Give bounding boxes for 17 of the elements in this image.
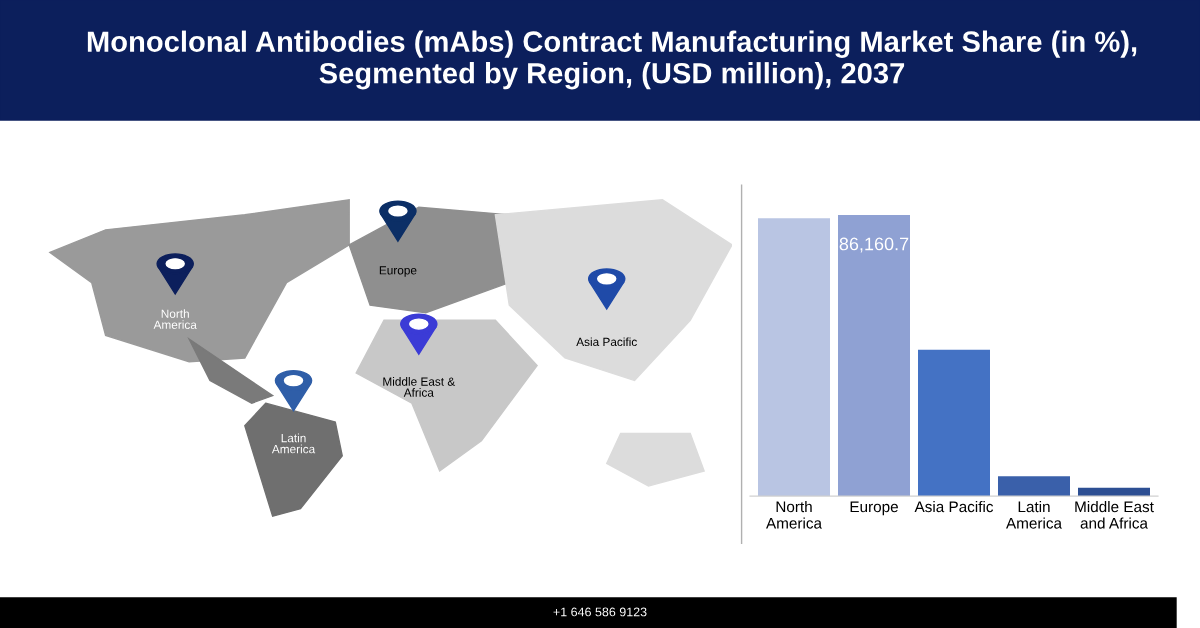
bar xyxy=(838,215,910,497)
bar xyxy=(758,218,830,497)
text: Asia Pacific xyxy=(576,337,637,347)
text: Europe xyxy=(379,266,417,277)
bar xyxy=(998,476,1070,497)
x-tick-label: Asia Pacific xyxy=(914,500,994,513)
text: Latin America xyxy=(271,433,316,454)
text: North America xyxy=(153,309,197,329)
x-tick-label: North America xyxy=(766,500,823,529)
text: Middle East & Africa xyxy=(383,377,456,397)
bar xyxy=(918,349,990,497)
chart-title: Monoclonal Antibodies (mAbs) Contract Manufacturing Market Share (in %), Segmented by Region, (USD million), 2037 xyxy=(87,30,1137,90)
data-label: 86,160.7 xyxy=(839,237,909,253)
x-tick-label: Middle East and Africa xyxy=(1075,500,1154,529)
x-tick-label: Latin America xyxy=(1006,500,1063,529)
x-tick-label: Europe xyxy=(850,501,898,516)
text: +1 646 586 9123 xyxy=(553,607,647,617)
